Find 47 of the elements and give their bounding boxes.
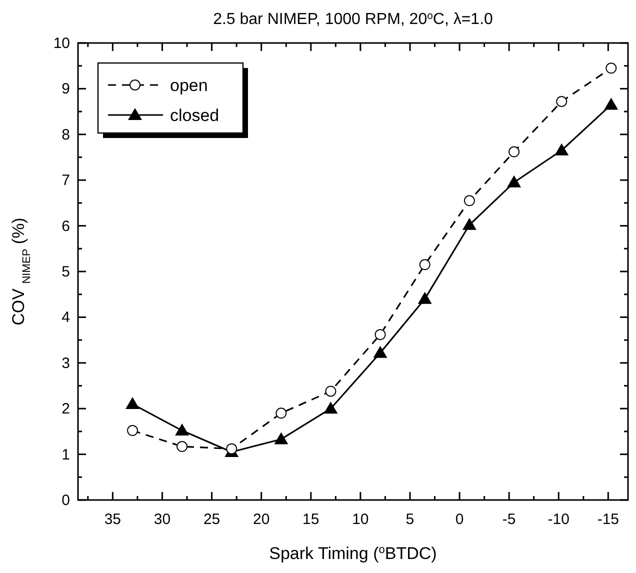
y-tick-label: 5: [62, 264, 70, 280]
point: [175, 424, 190, 436]
x-tick-label: 35: [104, 511, 122, 528]
x-tick-label: 0: [455, 511, 464, 528]
y-tick-label: 10: [53, 35, 70, 52]
y-tick-label: 4: [62, 309, 70, 326]
point: [176, 441, 188, 452]
point: [127, 425, 138, 436]
y-tick-label: 9: [62, 80, 70, 98]
point: [324, 402, 338, 414]
legend-label: open: [170, 76, 208, 95]
point: [554, 143, 569, 156]
y-tick-label: 1: [62, 446, 70, 464]
x-tick-label: 30: [154, 511, 171, 528]
point: [373, 346, 388, 358]
y-tick-label: 8: [62, 126, 70, 144]
point: [507, 175, 522, 188]
chart-title: 2.5 bar NIMEP, 1000 RPM, 20$^{o}$C, λ=1.0: [213, 10, 494, 28]
point: [556, 96, 568, 107]
x-tick-label: -15: [597, 511, 620, 528]
point: [508, 146, 520, 158]
y-tick-label: 3: [62, 354, 70, 372]
point: [464, 195, 475, 206]
x-tick-label: 20: [252, 511, 270, 528]
point: [606, 62, 617, 74]
point: [325, 386, 336, 397]
point: [419, 259, 430, 270]
y-tick-label: 2: [62, 400, 70, 418]
legend-label: closed: [170, 106, 220, 125]
y-tick-label: 7: [62, 172, 70, 190]
x-tick-label: 15: [302, 511, 320, 528]
point: [226, 443, 238, 454]
x-axis-title: Spark Timing ($^{o}$BTDC): [269, 544, 437, 563]
x-tick-label: -5: [502, 511, 516, 528]
point: [276, 408, 287, 419]
point: [462, 218, 476, 230]
point: [418, 292, 432, 304]
y-tick-label: 0: [62, 492, 70, 509]
x-tick-label: -10: [548, 511, 570, 528]
point: [604, 98, 618, 110]
x-tick-label: 25: [203, 511, 220, 528]
point: [126, 397, 140, 410]
x-tick-label: 10: [352, 511, 369, 528]
point: [374, 329, 386, 340]
point: [274, 432, 288, 444]
y-tick-label: 6: [62, 218, 70, 235]
x-tick-label: 5: [406, 511, 414, 528]
